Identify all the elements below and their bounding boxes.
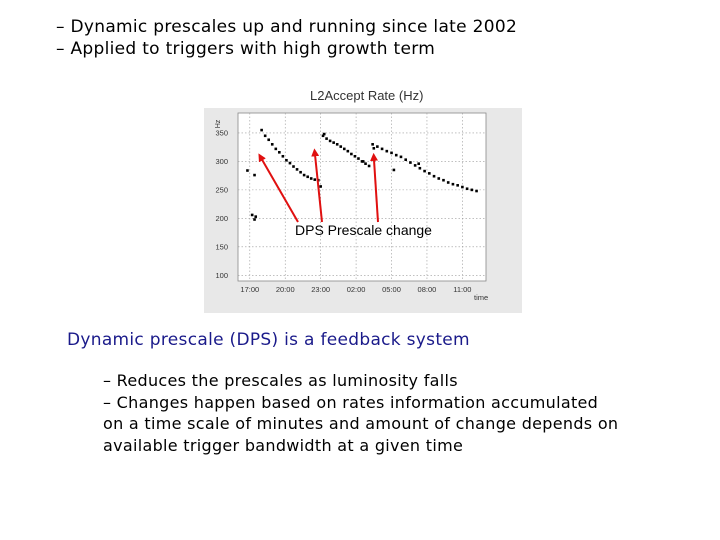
data-point — [306, 175, 309, 179]
x-tick-label: 02:00 — [347, 285, 366, 294]
data-point — [339, 145, 343, 148]
grid-layer — [238, 113, 486, 281]
top-bullet-list: – Dynamic prescales up and running since… — [56, 16, 517, 60]
data-point — [278, 150, 281, 154]
data-point — [446, 181, 450, 184]
data-point — [357, 157, 360, 160]
top-bullet-2: – Applied to triggers with high growth t… — [56, 39, 436, 59]
plot-area — [237, 112, 487, 282]
data-point — [342, 147, 346, 151]
data-point — [390, 151, 393, 155]
bottom-bullet-3: on a time scale of minutes and amount of… — [103, 414, 619, 433]
y-axis-label: Hz — [215, 119, 222, 128]
data-point — [263, 134, 267, 138]
chart-svg: 350 300 250 200 150 100 17:00 20:00 23:00 02:00 0… — [204, 108, 522, 313]
data-point — [253, 218, 256, 221]
data-point — [270, 143, 274, 146]
y-tick-label: 200 — [215, 214, 228, 223]
data-point — [475, 189, 478, 193]
data-point — [253, 173, 256, 177]
data-point — [394, 153, 398, 157]
data-point — [292, 165, 295, 168]
data-point — [392, 168, 396, 172]
data-point — [380, 147, 384, 151]
chart-title: L2Accept Rate (Hz) — [310, 88, 424, 103]
data-point — [428, 172, 431, 175]
top-bullet-1: – Dynamic prescales up and running since… — [56, 17, 518, 37]
section-heading: Dynamic prescale (DPS) is a feedback sys… — [67, 330, 470, 350]
data-point — [372, 147, 376, 150]
data-point — [417, 162, 420, 165]
data-point — [437, 177, 441, 180]
data-point — [246, 169, 249, 172]
x-tick-label: 23:00 — [311, 285, 330, 294]
data-point — [295, 168, 299, 171]
data-point — [328, 139, 332, 143]
x-tick-label: 11:00 — [453, 285, 471, 294]
data-point — [319, 185, 322, 188]
data-point — [371, 143, 374, 146]
data-point — [317, 178, 320, 182]
x-tick-label: 08:00 — [418, 285, 437, 294]
bottom-bullet-1: – Reduces the prescales as luminosity fa… — [103, 371, 458, 390]
data-point — [361, 160, 365, 163]
data-point — [465, 187, 469, 191]
data-point — [376, 145, 379, 148]
data-point — [461, 185, 464, 189]
y-tick-labels: 350 300 250 200 150 100 — [215, 128, 228, 279]
bottom-bullet-4: available trigger bandwidth at a given t… — [103, 435, 464, 455]
x-tick-label: 05:00 — [382, 285, 401, 294]
data-point — [442, 178, 445, 182]
data-point — [322, 132, 326, 136]
data-point — [250, 213, 254, 217]
data-point — [451, 182, 455, 186]
data-point — [309, 177, 313, 180]
y-tick-label: 300 — [215, 157, 228, 166]
x-tick-label: 17:00 — [240, 285, 259, 294]
data-point — [274, 147, 278, 151]
data-point — [285, 158, 288, 162]
x-tick-label: 20:00 — [276, 285, 295, 294]
x-axis-label: time — [474, 293, 488, 302]
data-point — [267, 138, 271, 142]
data-point — [364, 162, 367, 165]
data-point — [302, 173, 306, 177]
data-point — [413, 164, 417, 167]
data-point — [299, 170, 302, 174]
bottom-bullet-2: – Changes happen based on rates informat… — [103, 392, 599, 412]
data-point — [399, 155, 403, 159]
data-point — [367, 164, 371, 168]
bottom-bullet-list: – Reduces the prescales as luminosity fa… — [103, 370, 618, 456]
data-point — [313, 178, 317, 181]
data-point — [353, 154, 357, 158]
data-point — [432, 174, 436, 178]
y-tick-label: 350 — [215, 128, 228, 137]
data-point — [254, 215, 258, 218]
y-tick-label: 150 — [215, 242, 228, 251]
y-tick-label: 100 — [215, 271, 228, 280]
chart: 350 300 250 200 150 100 17:00 20:00 23:00 02:00 0… — [204, 108, 522, 313]
data-point — [321, 134, 325, 138]
data-point — [385, 149, 389, 153]
data-point — [418, 166, 422, 170]
data-point — [260, 128, 263, 132]
data-point — [409, 161, 412, 164]
data-point — [350, 152, 353, 156]
data-point — [288, 161, 292, 165]
data-point — [346, 149, 350, 153]
y-tick-label: 250 — [215, 185, 228, 194]
data-point — [325, 137, 328, 140]
data-point — [404, 158, 407, 161]
x-tick-labels: 17:00 20:00 23:00 02:00 05:00 08:00 11:00 — [240, 285, 471, 294]
data-point — [335, 143, 339, 146]
data-point — [456, 184, 459, 187]
data-point — [423, 169, 426, 173]
data-point — [281, 154, 285, 158]
data-point — [332, 141, 335, 144]
data-point — [470, 188, 474, 192]
